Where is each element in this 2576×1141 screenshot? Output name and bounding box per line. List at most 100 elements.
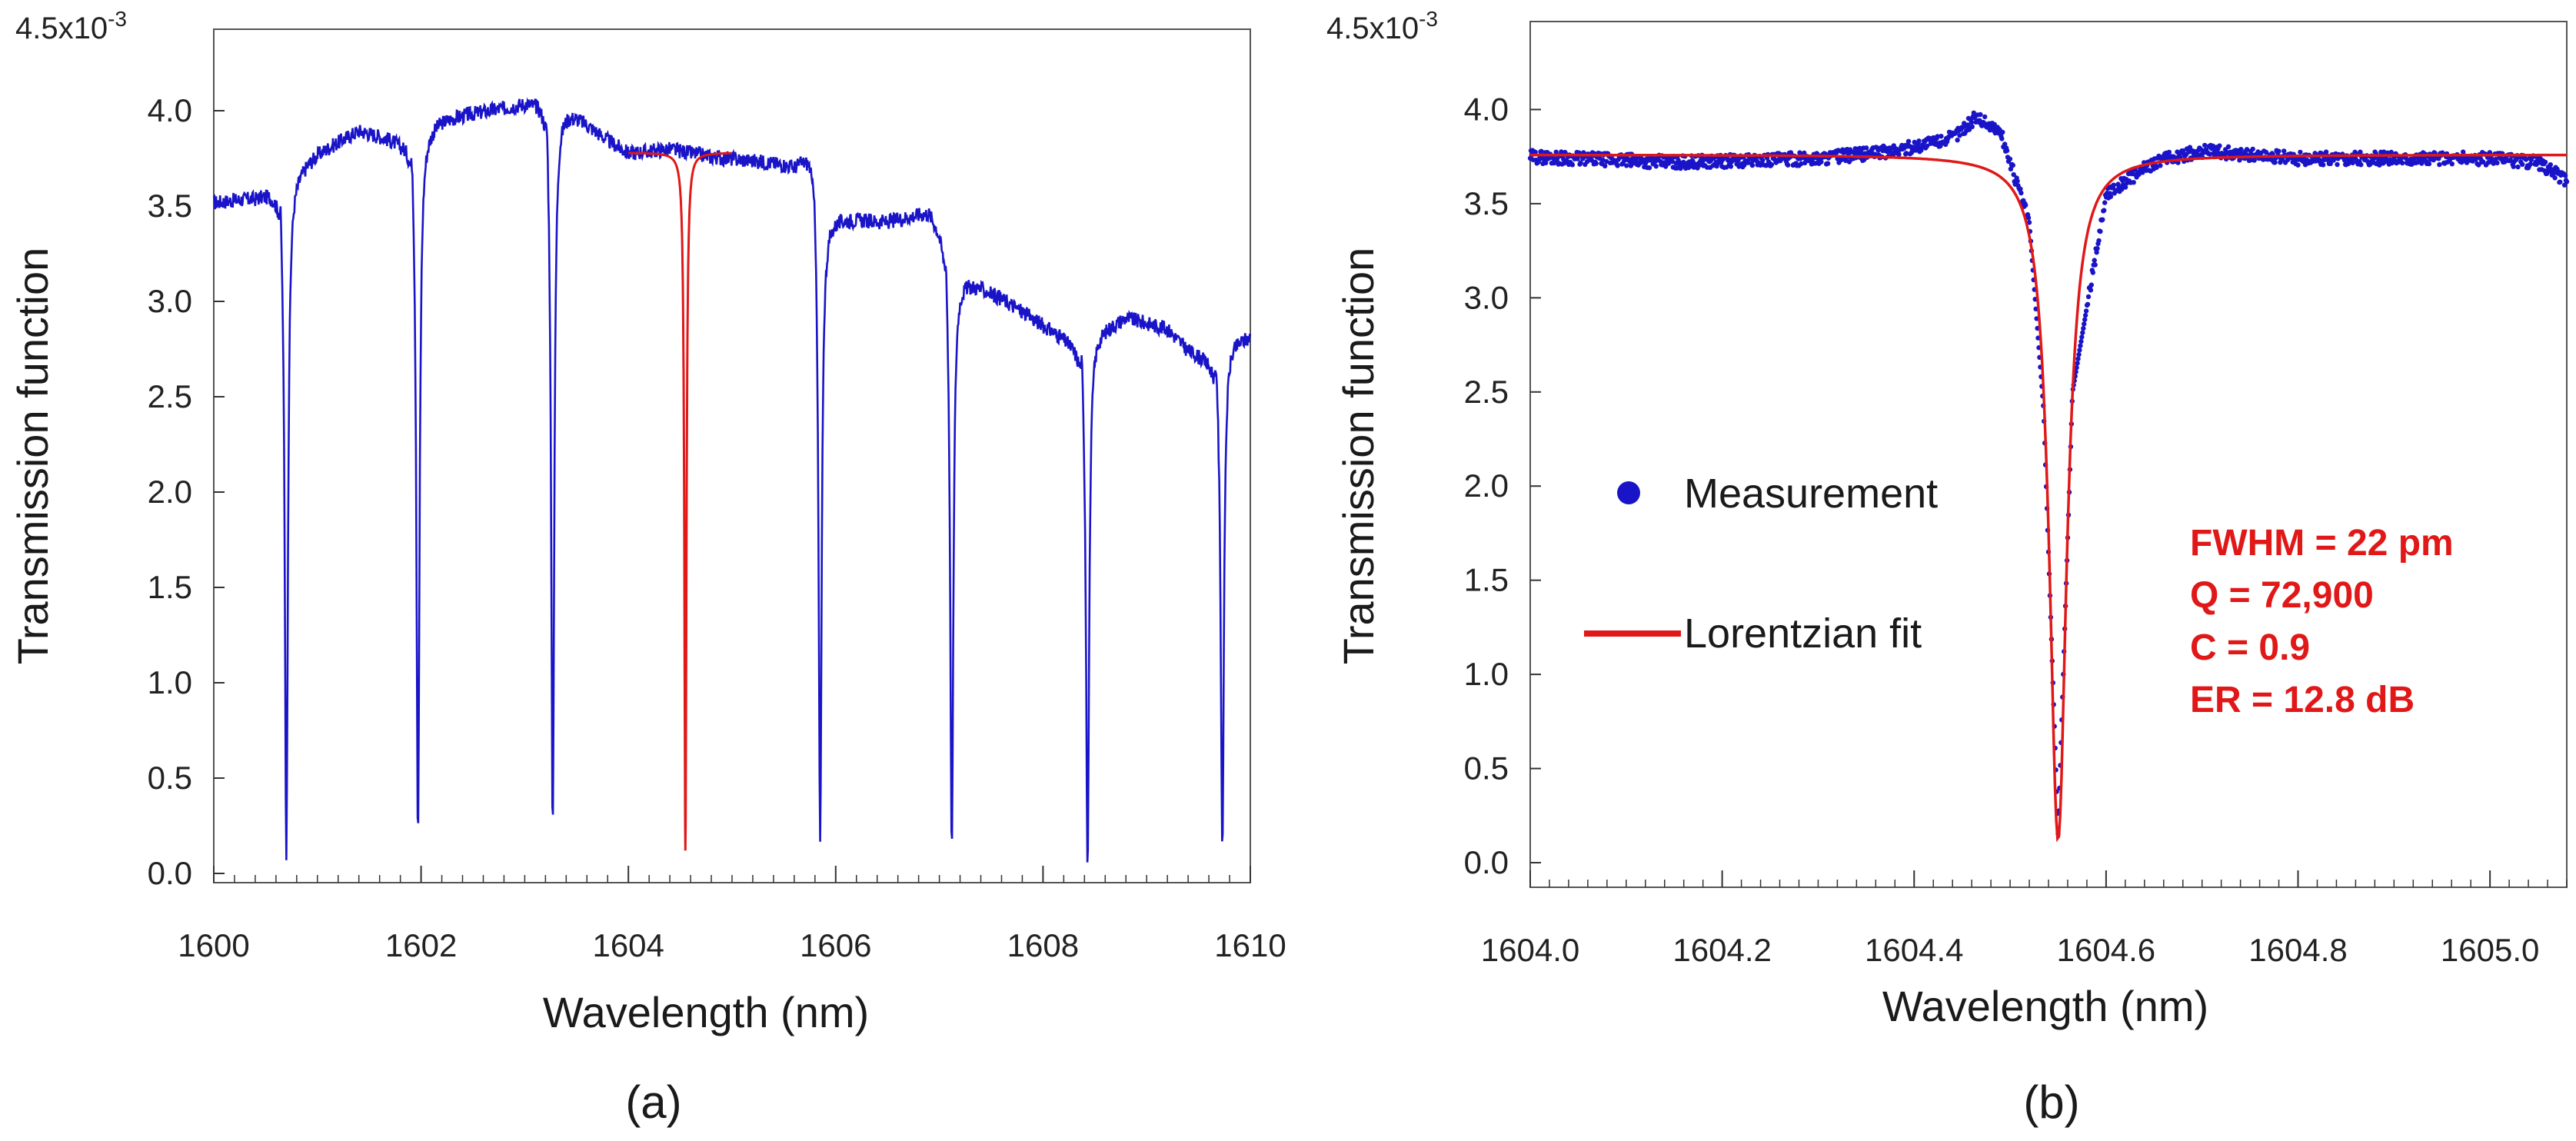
panel-b-measurement-point: [1604, 158, 1609, 165]
panel-b-measurement-point: [2085, 294, 2092, 300]
panel-b-y-tick-label: 3.0: [1464, 279, 1509, 315]
panel-b-measurement-point: [2166, 149, 2172, 155]
panel-b-measurement-point: [2096, 238, 2102, 244]
panel-b-measurement-point: [2558, 179, 2563, 185]
panel-b-measurement-point: [2272, 160, 2278, 165]
panel-b-measurement-point: [2090, 270, 2095, 275]
legend-measurement-marker: [1617, 481, 1640, 504]
panel-a-y-ticks: 0.0 0.5 1.0 1.5 2.0 2.5 3.0 3.5 4.0: [148, 92, 225, 891]
panel-b-measurement-point: [2077, 348, 2082, 353]
panel-b-measurement-point: [2079, 334, 2085, 340]
panel-b-measurement-point: [1903, 151, 1909, 156]
panel-b-measurement-point: [2076, 351, 2082, 358]
panel-b-measurement-point: [1600, 157, 1606, 163]
panel-a-measured-spectrum-line: [213, 97, 1252, 863]
panel-b-lorentzian-fit-line: [1530, 153, 2567, 843]
panel-b-label: (b): [2023, 1076, 2079, 1128]
panel-b-measurement-point: [1999, 136, 2005, 141]
panel-b-x-tick-label: 1604.2: [1672, 932, 1771, 968]
panel-b-measurement-point: [1785, 162, 1791, 168]
panel-b-measurement-point: [1939, 134, 1944, 139]
panel-b-measurement-point: [1569, 162, 1576, 168]
panel-b-measurement-point: [2074, 364, 2079, 371]
panel-a-y-tick-label: 1.5: [148, 569, 192, 605]
panel-b-measurement-point: [1728, 164, 1734, 169]
panel-b-measurement-point: [1615, 163, 1620, 168]
panel-b-x-tick-label: 1604.8: [2248, 932, 2347, 968]
panel-b-measurement-point: [2023, 202, 2029, 208]
panel-b-measurement-point: [2082, 317, 2088, 322]
panel-b-measurement-point: [2564, 179, 2570, 185]
panel-b-measurement-point: [2002, 141, 2008, 147]
panel-b-measurement-point: [2210, 143, 2215, 148]
panel-b-measurement-point: [2515, 164, 2521, 170]
panel-b-measurement-point: [2426, 161, 2432, 167]
panel-b-measurement-point: [1533, 149, 1538, 155]
panel-b-measurement-point: [2175, 160, 2181, 165]
panel-b-measurement-point: [1843, 158, 1849, 164]
panel-b-measurement-point: [2088, 282, 2094, 288]
panel-b-measurement-point: [1749, 162, 1756, 168]
panel-b-measurement-point: [2377, 162, 2382, 168]
panel-a-x-tick-label: 1606: [800, 927, 871, 963]
panel-b-measurement-point: [2335, 161, 2340, 168]
panel-b-y-tick-label: 4.0: [1464, 91, 1509, 127]
panel-b-measurement-point: [2083, 308, 2089, 314]
panel-b-measurement-point: [2019, 190, 2024, 196]
panel-b-measurement-point: [1769, 161, 1775, 168]
panel-b-measurement-point: [2298, 149, 2303, 155]
panel-b-measurement-point: [2263, 149, 2269, 155]
panel-b-measurement-point: [2026, 220, 2032, 225]
panel-b-measurement-point: [2367, 161, 2373, 168]
panel-a-chart: 0.0 0.5 1.0 1.5 2.0 2.5 3.0 3.5 4.0 1600 1602 1604…: [8, 7, 1286, 1128]
panel-b-measurement-point: [1559, 149, 1564, 155]
panel-b-measurement-point: [2323, 149, 2329, 155]
panel-b-measurement-point: [1978, 111, 1983, 118]
panel-b-measurement-point: [1603, 163, 1608, 168]
panel-b-measurement-point: [2095, 246, 2100, 251]
panel-b-measurement-point: [2481, 159, 2486, 165]
panel-b-measurement-point: [2321, 162, 2326, 168]
panel-b-y-tick-label: 2.0: [1464, 467, 1509, 504]
panel-b-measurement-point: [1819, 159, 1824, 165]
panel-b-measurement-point: [2281, 148, 2287, 154]
panel-b-measurement-point: [2276, 148, 2281, 154]
panel-b-measurement-point: [1633, 155, 1639, 161]
panel-b-measurement-point: [2358, 162, 2364, 168]
panel-a-y-tick-label: 4.0: [148, 92, 192, 128]
panel-b-measurement-point: [2078, 343, 2083, 348]
panel-a-x-axis-title: Wavelength (nm): [543, 988, 869, 1036]
panel-b-measurement-point: [2207, 151, 2213, 157]
panel-b-measurement-point: [2461, 149, 2466, 155]
annotation-coupling: C = 0.9: [2190, 627, 2310, 668]
panel-a-y-tick-label: 3.5: [148, 188, 192, 224]
panel-b-measurement-point: [2082, 321, 2087, 327]
panel-b-measurement-point: [2551, 170, 2557, 176]
panel-b-measurement-point: [2082, 312, 2088, 318]
panel-b-measurement-point: [2000, 129, 2005, 135]
panel-b-measurement-point: [2528, 161, 2533, 167]
panel-b-measurement-point: [2225, 144, 2232, 149]
panel-b-measurement-point: [1825, 161, 1831, 166]
panel-b-x-tick-label: 1605.0: [2441, 932, 2539, 968]
panel-a-label: (a): [625, 1076, 681, 1128]
panel-b-measurement-point: [2181, 148, 2186, 154]
panel-b-x-axis-title: Wavelength (nm): [1882, 982, 2208, 1030]
panel-b-measurement-point: [2400, 160, 2405, 166]
panel-b-measurement-point: [2350, 160, 2355, 165]
panel-a-y-tick-label: 2.0: [148, 474, 192, 510]
panel-b-measurement-point: [1697, 162, 1702, 168]
panel-b-measurement-point: [2202, 142, 2208, 148]
panel-b-measurement-point: [1969, 124, 1975, 129]
panel-b-measurement-point: [2015, 178, 2020, 184]
panel-b-measurement-point: [2542, 159, 2548, 165]
panel-b-measurement-point: [2092, 262, 2098, 268]
panel-a-y-tick-label: 1.0: [148, 664, 192, 700]
panel-b-measurement-point: [1977, 118, 1982, 123]
panel-b-series: [1527, 110, 2570, 843]
panel-b-annotations: FWHM = 22 pm Q = 72,900 C = 0.9 ER = 12.…: [2190, 523, 2454, 720]
panel-b-measurement-point: [2449, 161, 2455, 167]
panel-b-y-ticks: 0.0 0.5 1.0 1.5 2.0 2.5 3.0 3.5 4.0: [1464, 91, 1541, 880]
panel-a-y-tick-label: 3.0: [148, 283, 192, 319]
panel-b-measurement-point: [1863, 145, 1869, 151]
